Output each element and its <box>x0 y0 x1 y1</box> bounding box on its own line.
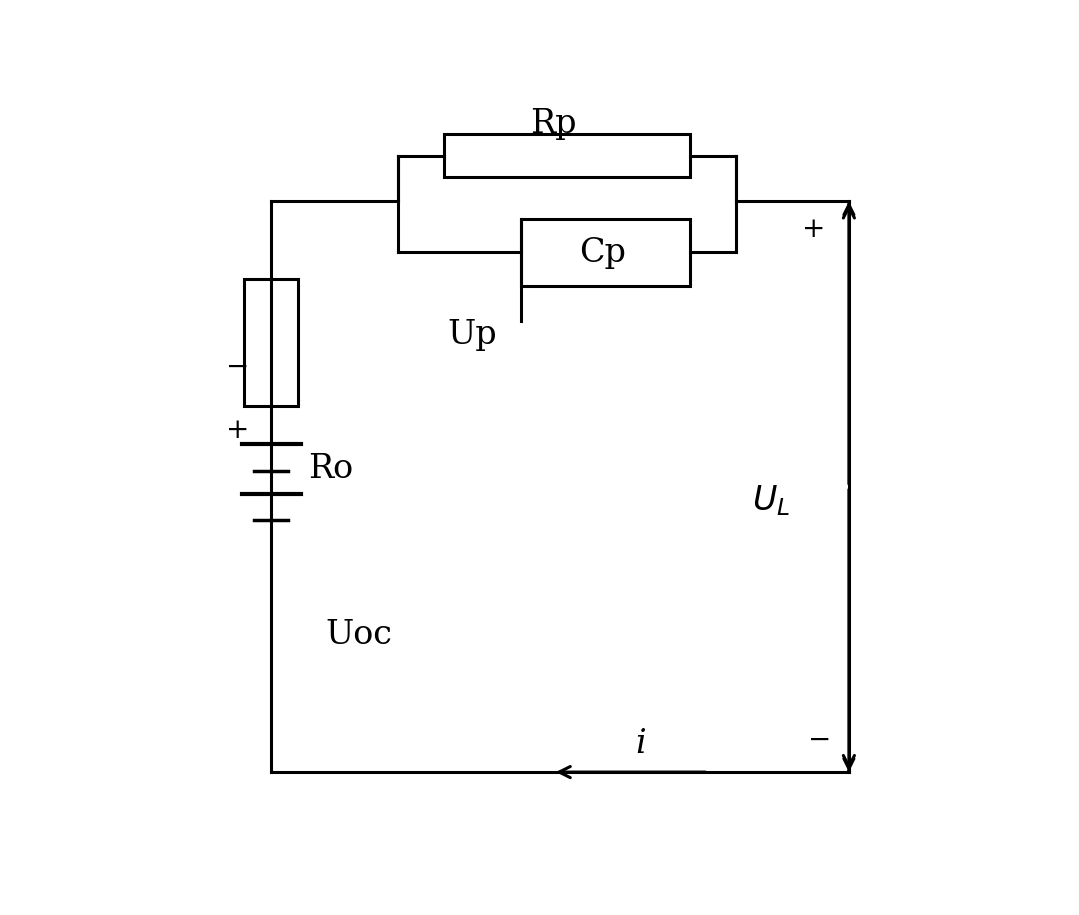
Text: Ro: Ro <box>309 453 354 485</box>
Text: Uoc: Uoc <box>326 619 393 651</box>
Text: Rp: Rp <box>530 108 576 140</box>
Text: −: − <box>808 727 831 754</box>
Text: +: + <box>802 216 825 243</box>
Text: Up: Up <box>447 319 496 351</box>
Text: −: − <box>227 353 249 381</box>
Text: $U_L$: $U_L$ <box>752 483 791 518</box>
Text: Cp: Cp <box>578 237 626 269</box>
Bar <box>443 135 691 177</box>
Bar <box>521 219 691 285</box>
Text: +: + <box>227 417 249 444</box>
Bar <box>245 279 298 405</box>
Text: i: i <box>636 728 646 759</box>
